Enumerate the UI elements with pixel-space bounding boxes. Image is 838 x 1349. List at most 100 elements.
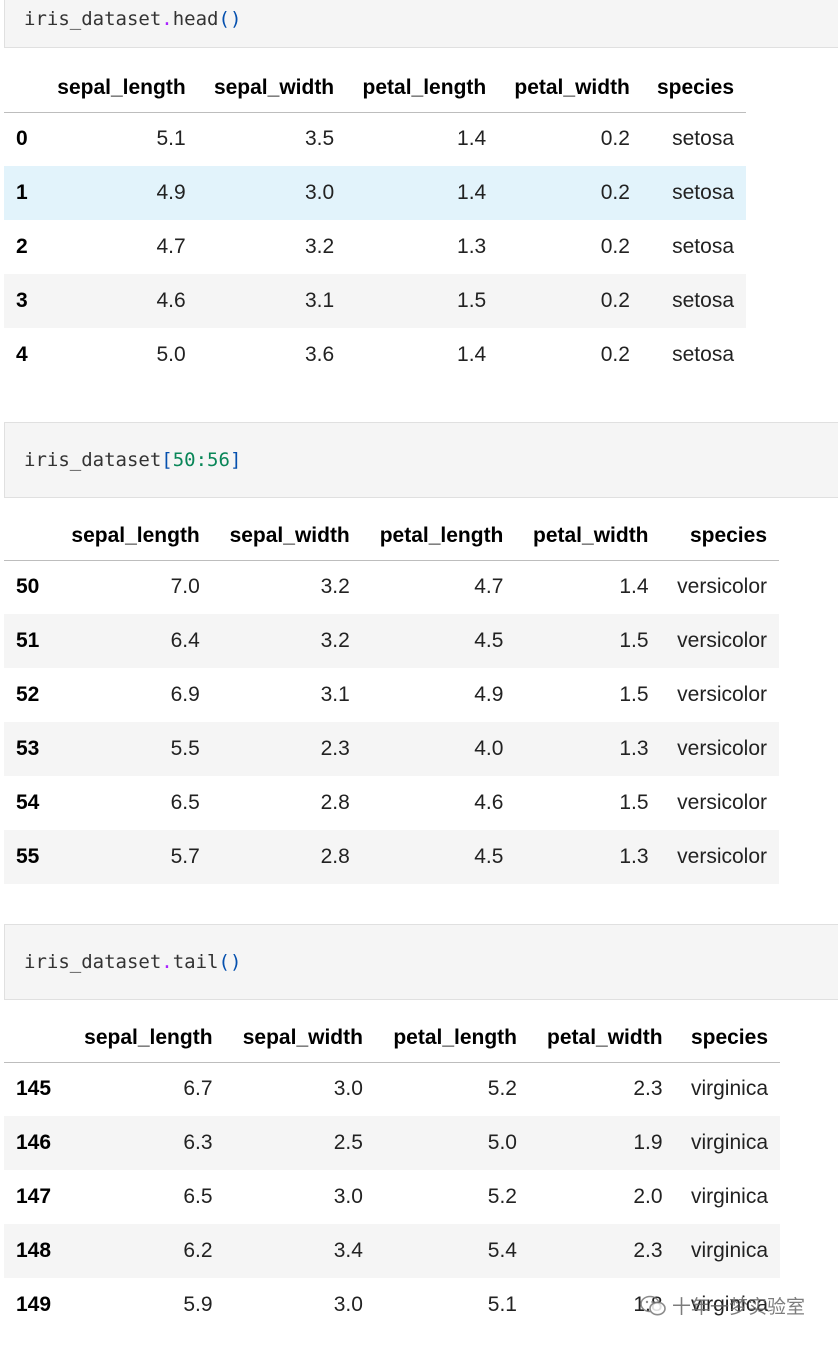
table-cell: 2.5 bbox=[333, 1131, 363, 1154]
table-row: 50 7.0 3.2 4.7 1.4 versicolor bbox=[4, 560, 779, 614]
table-cell: versicolor bbox=[677, 791, 767, 814]
table-cell: 4.5 bbox=[474, 845, 504, 868]
table-cell: 6.4 bbox=[170, 629, 200, 652]
row-index: 1 bbox=[16, 181, 28, 204]
code-var: iris_dataset bbox=[24, 8, 162, 30]
table-cell: 5.5 bbox=[170, 737, 200, 760]
index-header bbox=[4, 512, 54, 561]
table-cell: 3.2 bbox=[320, 575, 350, 599]
code-dot: . bbox=[161, 8, 173, 30]
table-cell: 0.2 bbox=[600, 181, 630, 204]
code-close: ) bbox=[229, 8, 242, 30]
row-index: 50 bbox=[16, 575, 40, 599]
table-cell: 4.7 bbox=[156, 235, 186, 258]
table-row: 4 5.0 3.6 1.4 0.2 setosa bbox=[4, 328, 746, 382]
table-cell: 1.4 bbox=[457, 343, 487, 366]
table-cell: 6.2 bbox=[183, 1239, 213, 1262]
row-index: 55 bbox=[16, 845, 40, 868]
col-header: petal_width bbox=[515, 512, 661, 561]
code-open: ( bbox=[218, 951, 230, 973]
row-index: 145 bbox=[16, 1077, 52, 1101]
table-cell: 7.0 bbox=[170, 575, 200, 599]
col-header: petal_length bbox=[374, 1014, 529, 1063]
table-cell: 1.4 bbox=[457, 127, 487, 151]
table-cell: 3.1 bbox=[320, 683, 350, 706]
table-row: 145 6.7 3.0 5.2 2.3 virginica bbox=[4, 1062, 780, 1116]
table-cell: setosa bbox=[672, 181, 734, 204]
table-cell: virginica bbox=[690, 1131, 768, 1154]
code-open: [ bbox=[161, 449, 173, 471]
table-cell: 1.5 bbox=[457, 289, 487, 312]
table-cell: 4.7 bbox=[474, 575, 504, 599]
table-cell: versicolor bbox=[677, 845, 767, 868]
watermark-text: 十年一梦实验室 bbox=[672, 1297, 806, 1318]
table-row: 2 4.7 3.2 1.3 0.2 setosa bbox=[4, 220, 746, 274]
table-cell: 6.3 bbox=[183, 1131, 213, 1154]
col-header: petal_length bbox=[361, 512, 516, 561]
col-header: petal_width bbox=[498, 64, 642, 113]
row-index: 147 bbox=[16, 1185, 52, 1208]
col-header: sepal_width bbox=[197, 64, 347, 113]
table-cell: 4.0 bbox=[474, 737, 504, 760]
table-row-highlighted: 1 4.9 3.0 1.4 0.2 setosa bbox=[4, 166, 746, 220]
code-dot: . bbox=[161, 951, 173, 973]
row-index: 52 bbox=[16, 683, 40, 706]
code-arg: 50:56 bbox=[172, 449, 230, 471]
table-cell: versicolor bbox=[677, 737, 767, 760]
code-var: iris_dataset bbox=[24, 449, 162, 471]
table-cell: 1.4 bbox=[619, 575, 649, 599]
table-cell: 3.0 bbox=[333, 1293, 363, 1316]
table-header-row: sepal_length sepal_width petal_length pe… bbox=[4, 64, 746, 113]
dataframe-output-tail: sepal_length sepal_width petal_length pe… bbox=[4, 1014, 780, 1332]
col-header: sepal_width bbox=[224, 1014, 375, 1063]
table-cell: 2.3 bbox=[320, 737, 350, 760]
col-header: sepal_length bbox=[40, 64, 198, 113]
table-cell: 3.4 bbox=[333, 1239, 363, 1262]
table-cell: 4.6 bbox=[156, 289, 186, 312]
table-cell: 5.7 bbox=[170, 845, 200, 868]
row-index: 4 bbox=[16, 343, 28, 366]
table-row: 3 4.6 3.1 1.5 0.2 setosa bbox=[4, 274, 746, 328]
table-cell: 2.3 bbox=[633, 1239, 663, 1262]
table-cell: 5.4 bbox=[487, 1239, 517, 1262]
table-cell: setosa bbox=[672, 235, 734, 258]
table-cell: virginica bbox=[690, 1293, 768, 1316]
code-open: ( bbox=[218, 8, 230, 30]
table-cell: 0.2 bbox=[600, 289, 630, 312]
table-cell: 1.4 bbox=[457, 181, 487, 204]
table-cell: 6.9 bbox=[170, 683, 200, 706]
table-cell: setosa bbox=[672, 289, 734, 312]
table-cell: virginica bbox=[690, 1239, 768, 1262]
table-cell: 4.5 bbox=[474, 629, 504, 652]
table-row: 146 6.3 2.5 5.0 1.9 virginica bbox=[4, 1116, 780, 1170]
col-header: petal_width bbox=[529, 1014, 675, 1063]
table-cell: 5.0 bbox=[487, 1131, 517, 1154]
table-row: 0 5.1 3.5 1.4 0.2 setosa bbox=[4, 112, 746, 166]
index-header bbox=[4, 64, 41, 113]
code-close: ] bbox=[229, 449, 242, 471]
code-method: tail bbox=[172, 951, 219, 973]
table-cell: 1.3 bbox=[619, 737, 649, 760]
table-cell: versicolor bbox=[677, 575, 767, 599]
table-header-row: sepal_length sepal_width petal_length pe… bbox=[4, 512, 779, 561]
table-cell: setosa bbox=[672, 343, 734, 366]
table-cell: 1.5 bbox=[619, 683, 649, 706]
table-row: 55 5.7 2.8 4.5 1.3 versicolor bbox=[4, 830, 779, 884]
table-cell: 1.5 bbox=[619, 791, 649, 814]
table-cell: 3.1 bbox=[304, 289, 335, 312]
table-cell: 6.7 bbox=[183, 1077, 213, 1101]
table-row: 53 5.5 2.3 4.0 1.3 versicolor bbox=[4, 722, 779, 776]
col-header: species bbox=[674, 1014, 780, 1063]
code-cell-head[interactable]: iris_dataset. head() bbox=[4, 0, 838, 48]
table-cell: 0.2 bbox=[600, 235, 630, 258]
table-cell: 3.6 bbox=[304, 343, 335, 366]
code-cell-slice[interactable]: iris_dataset[50:56] bbox=[4, 422, 838, 498]
table-row: 148 6.2 3.4 5.4 2.3 virginica bbox=[4, 1224, 780, 1278]
table-cell: 2.3 bbox=[633, 1077, 663, 1101]
table-header-row: sepal_length sepal_width petal_length pe… bbox=[4, 1014, 780, 1063]
code-cell-tail[interactable]: iris_dataset. tail() bbox=[4, 924, 838, 1000]
table-cell: 1.5 bbox=[619, 629, 649, 652]
table-row: 51 6.4 3.2 4.5 1.5 versicolor bbox=[4, 614, 779, 668]
col-header: sepal_width bbox=[211, 512, 362, 561]
table-cell: 4.9 bbox=[156, 181, 186, 204]
